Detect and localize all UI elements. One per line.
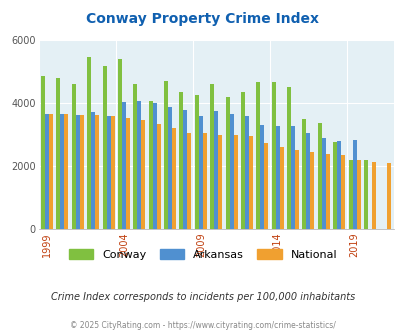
Bar	[264, 143, 268, 229]
Bar	[76, 115, 80, 229]
Bar	[45, 114, 49, 229]
Bar	[356, 160, 360, 229]
Bar	[302, 119, 306, 229]
Bar	[229, 114, 233, 229]
Bar	[279, 147, 283, 229]
Bar	[72, 84, 76, 229]
Bar	[271, 82, 275, 229]
Bar	[294, 150, 298, 229]
Bar	[187, 133, 191, 229]
Bar	[317, 123, 321, 229]
Bar	[321, 138, 325, 229]
Bar	[337, 141, 340, 229]
Bar	[60, 114, 64, 229]
Bar	[172, 128, 176, 229]
Bar	[225, 97, 229, 229]
Bar	[306, 133, 310, 229]
Bar	[183, 110, 187, 229]
Bar	[122, 102, 126, 229]
Legend: Conway, Arkansas, National: Conway, Arkansas, National	[68, 249, 337, 260]
Bar	[198, 115, 202, 229]
Bar	[333, 142, 337, 229]
Bar	[194, 95, 198, 229]
Bar	[91, 112, 95, 229]
Bar	[348, 160, 352, 229]
Bar	[102, 66, 106, 229]
Bar	[41, 76, 45, 229]
Bar	[325, 154, 329, 229]
Bar	[217, 135, 222, 229]
Bar	[363, 160, 367, 229]
Bar	[126, 118, 130, 229]
Bar	[352, 140, 356, 229]
Bar	[49, 114, 53, 229]
Bar	[80, 115, 83, 229]
Bar	[179, 92, 183, 229]
Bar	[117, 59, 121, 229]
Bar	[87, 57, 91, 229]
Bar	[133, 84, 137, 229]
Bar	[275, 126, 279, 229]
Bar	[168, 107, 172, 229]
Bar	[210, 84, 214, 229]
Bar	[106, 115, 110, 229]
Bar	[156, 124, 160, 229]
Bar	[260, 125, 264, 229]
Bar	[202, 133, 206, 229]
Bar	[244, 115, 248, 229]
Bar	[386, 163, 390, 229]
Bar	[286, 87, 290, 229]
Bar	[152, 103, 156, 229]
Bar	[164, 81, 168, 229]
Text: Crime Index corresponds to incidents per 100,000 inhabitants: Crime Index corresponds to incidents per…	[51, 292, 354, 302]
Bar	[310, 152, 314, 229]
Bar	[290, 126, 294, 229]
Bar	[248, 136, 252, 229]
Bar	[214, 111, 217, 229]
Text: © 2025 CityRating.com - https://www.cityrating.com/crime-statistics/: © 2025 CityRating.com - https://www.city…	[70, 321, 335, 330]
Bar	[64, 114, 68, 229]
Bar	[137, 101, 141, 229]
Bar	[371, 162, 375, 229]
Bar	[95, 115, 99, 229]
Bar	[256, 82, 260, 229]
Bar	[110, 116, 114, 229]
Bar	[240, 92, 244, 229]
Bar	[233, 135, 237, 229]
Bar	[148, 101, 152, 229]
Text: Conway Property Crime Index: Conway Property Crime Index	[86, 12, 319, 25]
Bar	[340, 155, 344, 229]
Bar	[141, 120, 145, 229]
Bar	[56, 78, 60, 229]
